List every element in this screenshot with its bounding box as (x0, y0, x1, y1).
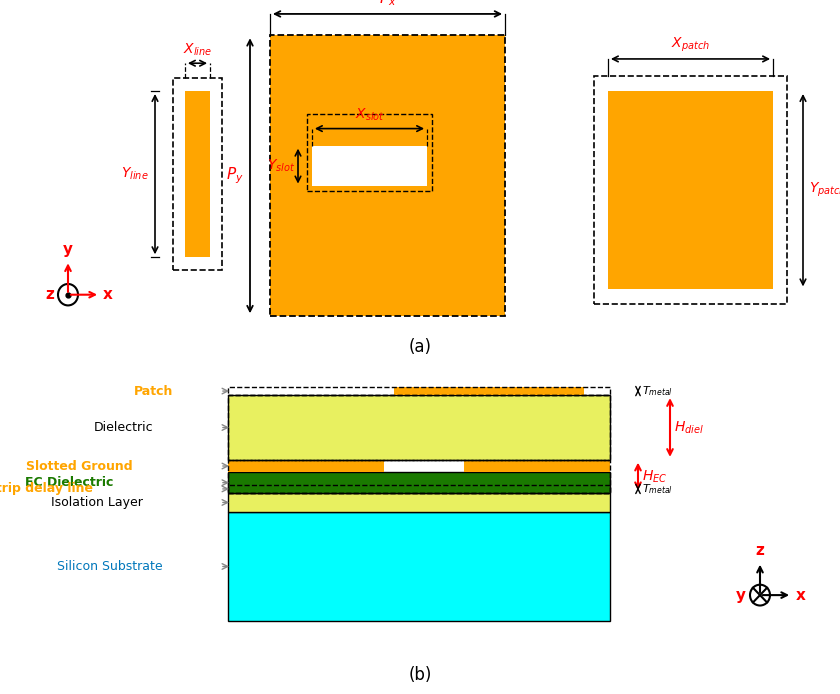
Text: Isolation Layer: Isolation Layer (51, 496, 143, 509)
Text: x: x (796, 588, 806, 602)
Text: $T_{metal}$: $T_{metal}$ (642, 482, 673, 496)
Text: x: x (103, 287, 113, 302)
Bar (228, 473, 610, 493)
Text: Slotted Ground: Slotted Ground (26, 459, 133, 473)
Text: $Y_{slot}$: $Y_{slot}$ (266, 158, 295, 174)
Bar (228, 493, 610, 512)
Text: $Y_{line}$: $Y_{line}$ (122, 166, 149, 183)
Text: Patch: Patch (134, 384, 173, 398)
Bar (394, 387, 584, 396)
Text: $X_{slot}$: $X_{slot}$ (354, 107, 385, 124)
Bar (404, 485, 459, 493)
Bar (228, 485, 610, 493)
Text: y: y (63, 242, 73, 257)
Text: $T_{metal}$: $T_{metal}$ (642, 384, 673, 398)
Bar (307, 114, 432, 191)
Bar (594, 76, 787, 305)
Bar (173, 78, 222, 270)
Bar (228, 460, 610, 493)
Bar (270, 35, 505, 316)
Text: Silicon Substrate: Silicon Substrate (57, 560, 163, 573)
Bar (464, 460, 610, 473)
Text: $X_{patch}$: $X_{patch}$ (671, 35, 710, 53)
Bar (228, 387, 610, 396)
Text: (a): (a) (408, 338, 432, 356)
Text: $H_{diel}$: $H_{diel}$ (674, 419, 704, 436)
Text: y: y (736, 588, 746, 602)
Bar (312, 146, 427, 187)
Bar (228, 460, 384, 473)
Text: $H_{EC}$: $H_{EC}$ (642, 468, 667, 484)
Text: Microstrip delay line: Microstrip delay line (0, 482, 93, 496)
Text: $P_x$: $P_x$ (379, 0, 396, 8)
Bar (228, 512, 610, 621)
Bar (608, 91, 773, 289)
Text: $Y_{patch}$: $Y_{patch}$ (809, 181, 840, 199)
Bar (228, 396, 610, 460)
Text: $X_{line}$: $X_{line}$ (183, 42, 213, 58)
Text: z: z (755, 543, 764, 558)
Text: z: z (45, 287, 54, 302)
Text: $P_y$: $P_y$ (227, 165, 244, 186)
Text: EC Dielectric: EC Dielectric (24, 476, 113, 489)
Bar (185, 91, 210, 257)
Text: (b): (b) (408, 666, 432, 684)
Text: Dielectric: Dielectric (93, 421, 153, 434)
Bar (228, 396, 610, 460)
